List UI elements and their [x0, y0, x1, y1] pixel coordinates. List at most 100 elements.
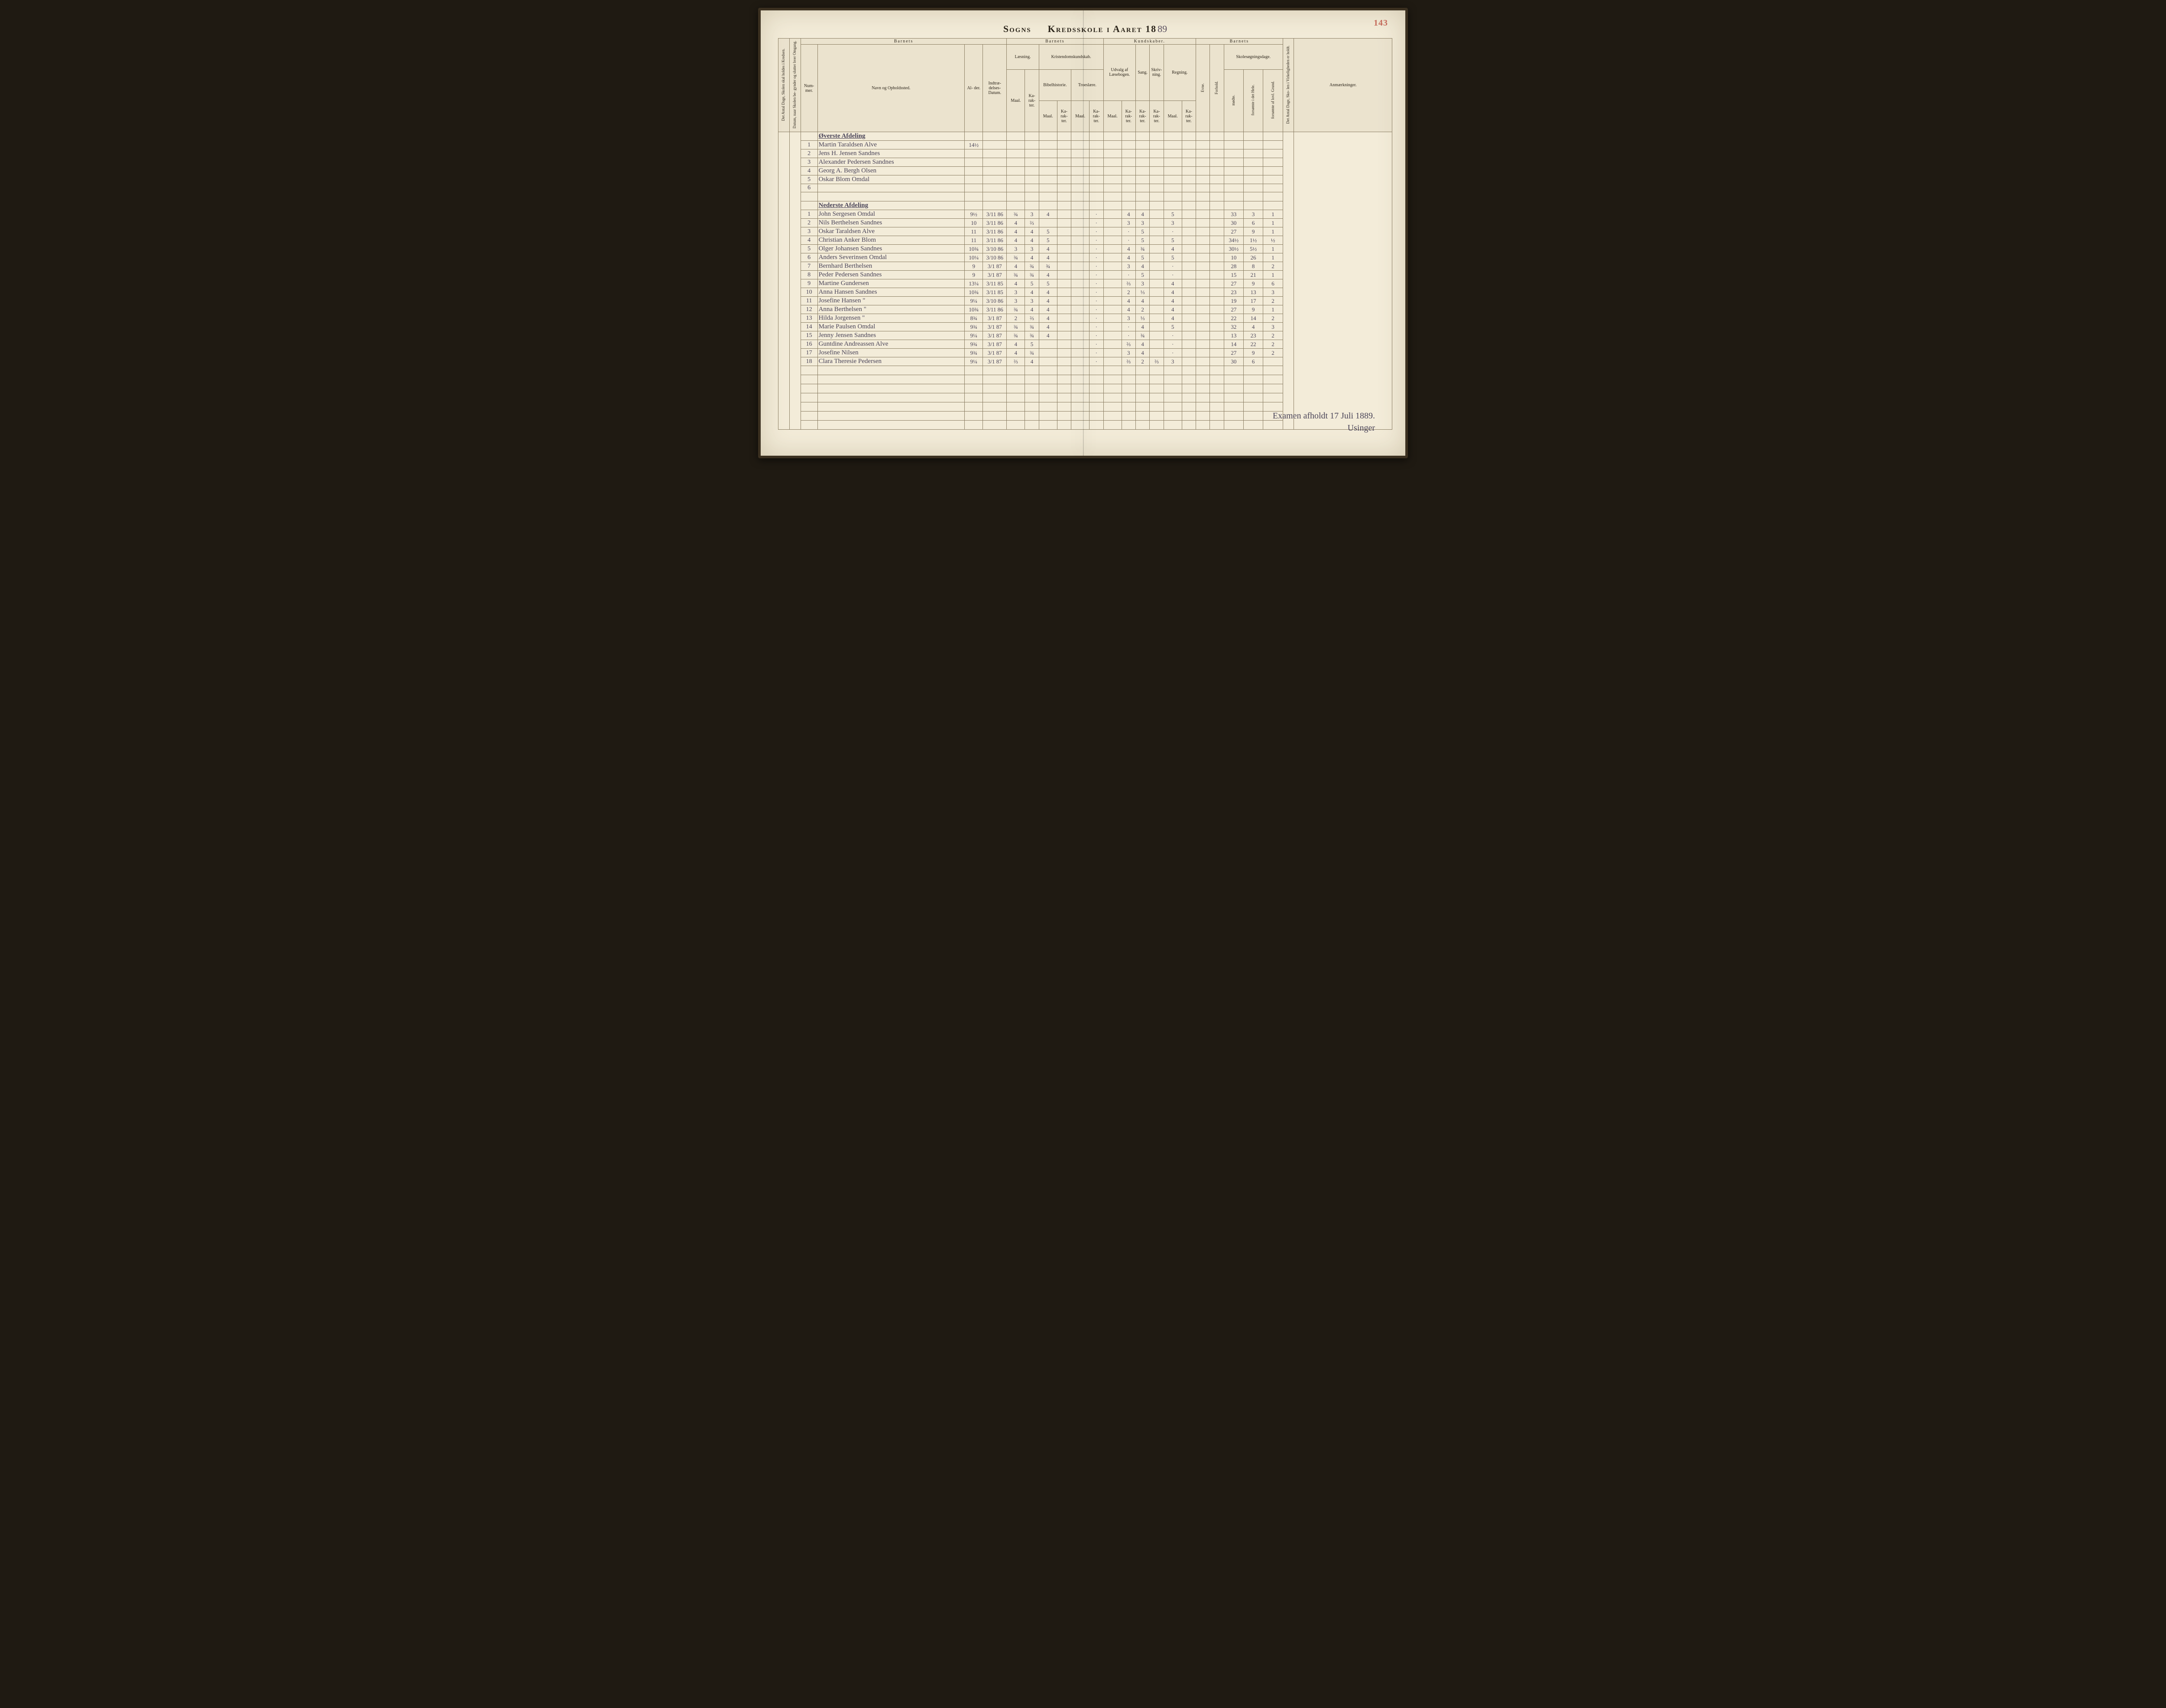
cell-evne: [1196, 210, 1210, 219]
cell-l-maal: 4: [1007, 340, 1025, 349]
cell: [1103, 167, 1122, 175]
cell-b-maal: 4: [1039, 314, 1057, 323]
section-label: Øverste Afdeling: [817, 132, 965, 141]
cell: [1182, 192, 1196, 201]
cell-fors-lov: 2: [1263, 340, 1283, 349]
cell-fors-lov: 1: [1263, 227, 1283, 236]
cell-t-kar: ·: [1089, 340, 1103, 349]
cell-l-maal: 4: [1007, 227, 1025, 236]
cell-l-maal: ¾: [1007, 253, 1025, 262]
cell-r-maal: 5: [1164, 253, 1182, 262]
cell: [983, 192, 1007, 201]
cell-age: 10¾: [965, 288, 983, 297]
cell: [1150, 175, 1164, 184]
cell: [1071, 375, 1089, 384]
cell-skriv: [1150, 297, 1164, 305]
cell: [1071, 132, 1089, 141]
cell: [1263, 393, 1283, 402]
cell-t-maal: [1071, 227, 1089, 236]
cell: [1150, 421, 1164, 430]
cell-l-maal: ¾: [1007, 305, 1025, 314]
cell-num: [801, 421, 817, 430]
cell: [1164, 201, 1182, 210]
cell-age: [965, 175, 983, 184]
cell-forhold: [1210, 271, 1224, 279]
cell: [1103, 132, 1122, 141]
cell: [1210, 393, 1224, 402]
cell-b-maal: 4: [1039, 210, 1057, 219]
cell-num: 8: [801, 271, 817, 279]
cell-num: 16: [801, 340, 817, 349]
cell: [1122, 384, 1135, 393]
cell-num: 6: [801, 184, 817, 192]
cell-u-maal: [1103, 210, 1122, 219]
cell-l-maal: ¾: [1007, 331, 1025, 340]
cell-l-maal: ¾: [1007, 323, 1025, 331]
cell-t-kar: ·: [1089, 245, 1103, 253]
hdr-alder: Al- der.: [965, 45, 983, 132]
cell: [1135, 421, 1149, 430]
cell-t-kar: ·: [1089, 262, 1103, 271]
cell: [965, 366, 983, 375]
cell-age: [965, 158, 983, 167]
cell-name: [817, 366, 965, 375]
cell-r-kar: [1182, 349, 1196, 357]
cell-t-kar: ·: [1089, 210, 1103, 219]
cell: [1210, 421, 1224, 430]
cell: [1263, 375, 1283, 384]
cell-t-maal: [1071, 331, 1089, 340]
cell-b-kar: [1057, 331, 1071, 340]
cell-t-maal: [1071, 349, 1089, 357]
cell-u-kar: 3: [1122, 349, 1135, 357]
cell-u-maal: [1103, 245, 1122, 253]
cell: [965, 402, 983, 412]
cell-fors-lov: 2: [1263, 297, 1283, 305]
cell: [1007, 192, 1025, 201]
cell: [1164, 192, 1182, 201]
cell: [1071, 158, 1089, 167]
cell-r-maal: ·: [1164, 262, 1182, 271]
cell-t-kar: ·: [1089, 219, 1103, 227]
cell-u-maal: [1103, 340, 1122, 349]
cell: [1071, 421, 1089, 430]
cell: [1210, 167, 1224, 175]
cell: [1103, 384, 1122, 393]
cell: [1103, 149, 1122, 158]
cell: [1196, 201, 1210, 210]
cell-evne: [1196, 288, 1210, 297]
cell-skriv: [1150, 210, 1164, 219]
cell: [1150, 141, 1164, 149]
cell: [1103, 141, 1122, 149]
hdr-rot-c: Det Antal Dage, Sko- len i Virkeligheden…: [1283, 39, 1294, 132]
cell: [1210, 375, 1224, 384]
cell-t-maal: [1071, 262, 1089, 271]
cell-name: [817, 421, 965, 430]
cell: [1182, 402, 1196, 412]
cell: [983, 393, 1007, 402]
cell: [1025, 201, 1039, 210]
cell: [1135, 184, 1149, 192]
cell: [1057, 402, 1071, 412]
cell: [1135, 158, 1149, 167]
cell: [983, 375, 1007, 384]
cell: [1150, 167, 1164, 175]
cell-forhold: [1210, 262, 1224, 271]
cell: [1089, 402, 1103, 412]
cell: [1135, 412, 1149, 421]
cell-t-maal: [1071, 305, 1089, 314]
cell: [1039, 201, 1057, 210]
cell-fors-hele: 1½: [1244, 236, 1263, 245]
col-rot-a: [778, 132, 790, 430]
cell-sang: 5: [1135, 236, 1149, 245]
cell: [1150, 132, 1164, 141]
cell-forhold: [1210, 323, 1224, 331]
table-header: Det Antal Dage, Skolen skal holdes i Kre…: [778, 39, 1392, 132]
cell-b-kar: [1057, 210, 1071, 219]
cell-name: Josefine Nilsen: [817, 349, 965, 357]
cell: [1122, 149, 1135, 158]
cell-skriv: [1150, 331, 1164, 340]
cell-fors-lov: [1263, 357, 1283, 366]
cell-evne: [1196, 305, 1210, 314]
cell-b-kar: [1057, 279, 1071, 288]
cell-evne: [1196, 297, 1210, 305]
